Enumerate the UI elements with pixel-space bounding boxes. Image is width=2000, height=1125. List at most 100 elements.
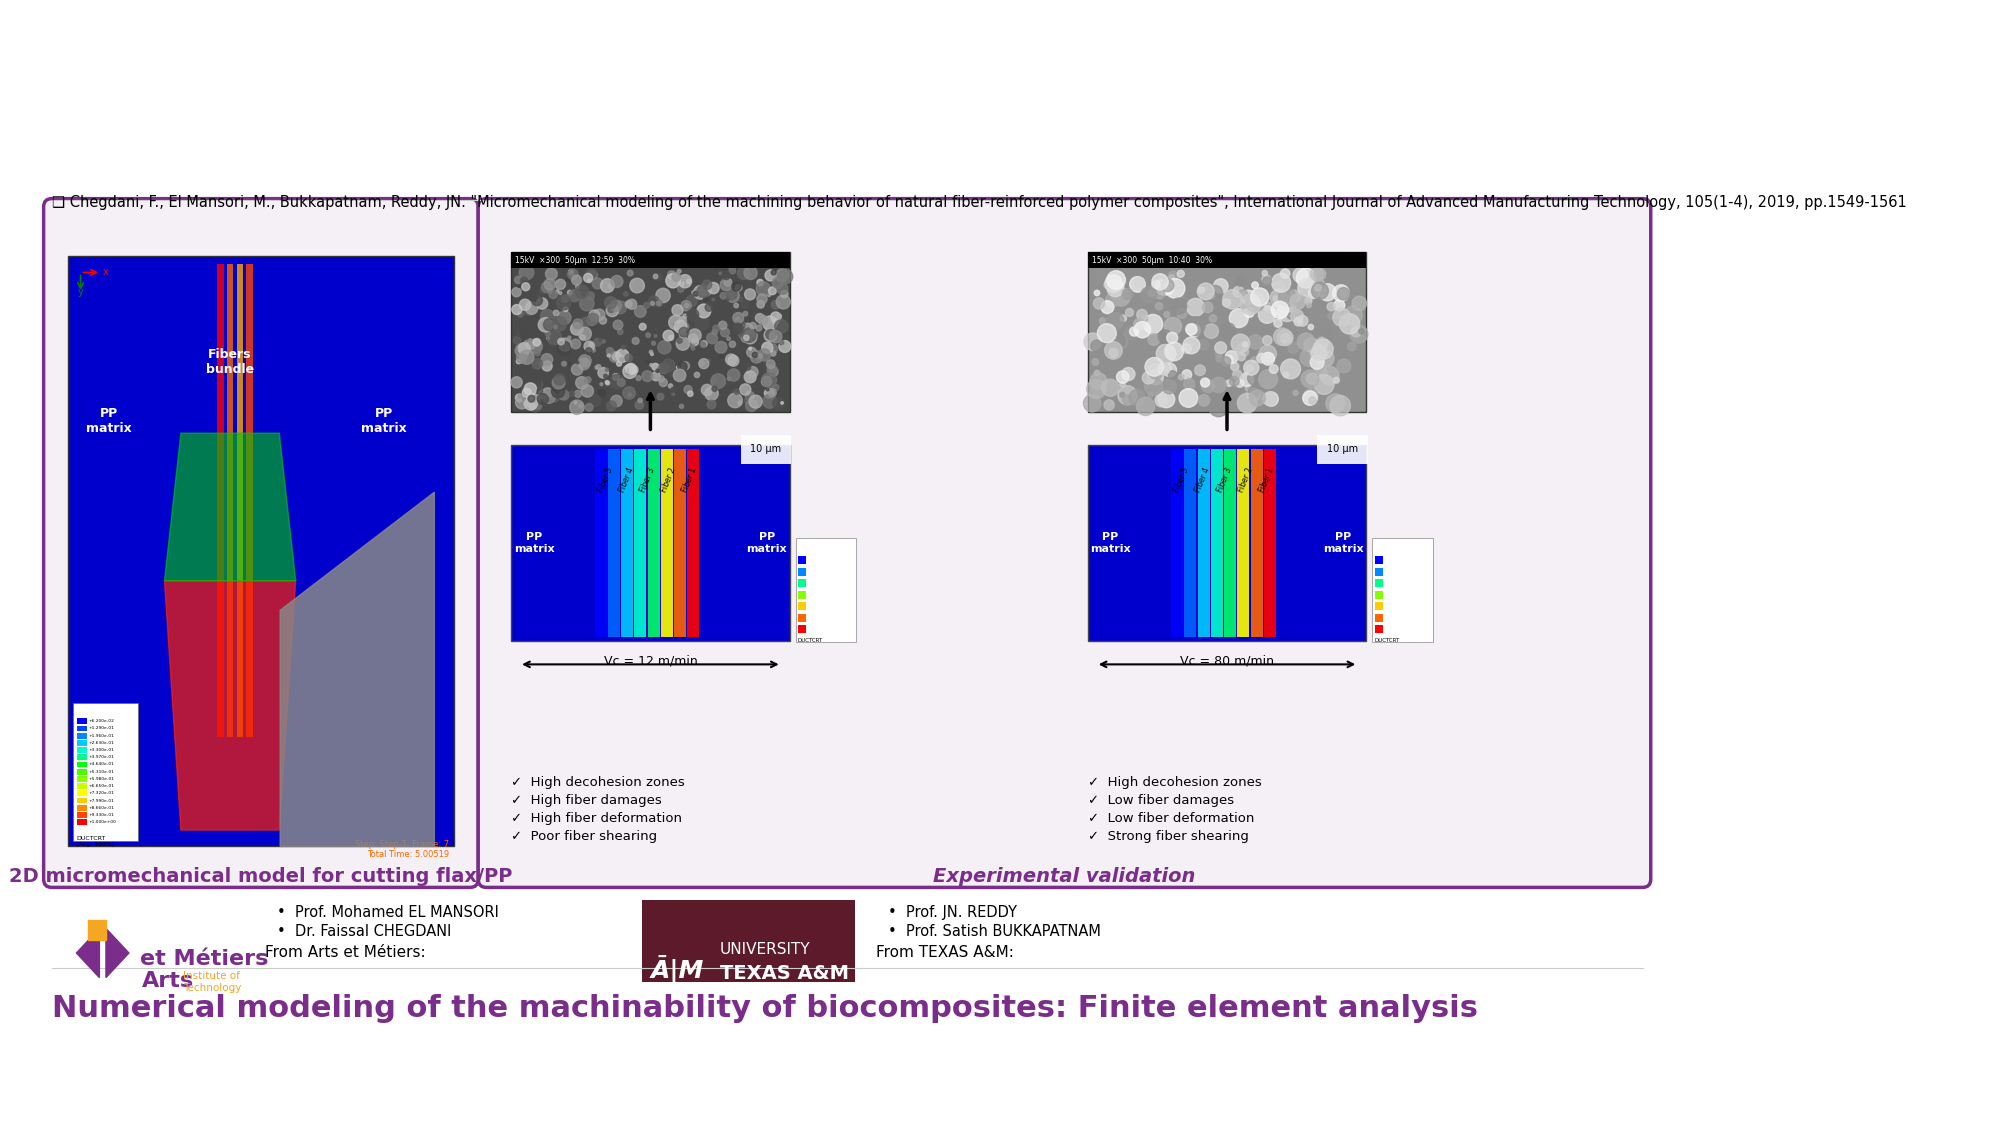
Text: +1.960e-01: +1.960e-01 (88, 734, 114, 738)
Circle shape (570, 323, 584, 335)
Circle shape (684, 304, 688, 307)
Circle shape (540, 309, 554, 324)
Circle shape (676, 336, 690, 350)
Circle shape (524, 339, 534, 348)
Circle shape (1172, 353, 1182, 363)
Circle shape (658, 376, 664, 382)
FancyBboxPatch shape (216, 264, 224, 737)
Circle shape (1238, 352, 1246, 361)
Circle shape (558, 306, 564, 310)
FancyBboxPatch shape (78, 819, 88, 825)
Circle shape (762, 395, 776, 408)
Circle shape (634, 306, 646, 317)
Circle shape (720, 328, 730, 336)
Circle shape (656, 288, 670, 303)
Circle shape (746, 392, 754, 400)
Circle shape (572, 363, 582, 375)
Circle shape (718, 354, 724, 358)
Circle shape (578, 354, 592, 367)
FancyBboxPatch shape (78, 762, 88, 767)
Circle shape (1204, 324, 1218, 339)
Circle shape (536, 381, 542, 388)
Text: Vc = 12 m/min: Vc = 12 m/min (604, 655, 698, 667)
Circle shape (1164, 317, 1182, 335)
Circle shape (1248, 371, 1262, 386)
Circle shape (1136, 397, 1154, 415)
Circle shape (758, 354, 762, 358)
Circle shape (692, 290, 696, 294)
Circle shape (532, 295, 542, 306)
Circle shape (702, 385, 712, 396)
Circle shape (708, 400, 716, 408)
Circle shape (1334, 313, 1340, 318)
Text: +1.000e+00: +1.000e+00 (88, 820, 116, 825)
Circle shape (1310, 356, 1324, 369)
Circle shape (594, 366, 598, 369)
Circle shape (746, 374, 756, 382)
Circle shape (594, 393, 596, 395)
Circle shape (536, 298, 548, 309)
Circle shape (756, 314, 764, 323)
Circle shape (1296, 268, 1316, 288)
Circle shape (744, 335, 750, 341)
Circle shape (626, 299, 636, 309)
Circle shape (1122, 289, 1134, 299)
Circle shape (1166, 279, 1184, 298)
Text: Fiber 2: Fiber 2 (1236, 467, 1254, 494)
Circle shape (540, 288, 546, 294)
Circle shape (1140, 287, 1156, 303)
Text: Institute of
Technology: Institute of Technology (184, 971, 242, 992)
Circle shape (1148, 289, 1154, 296)
Circle shape (538, 296, 540, 298)
Circle shape (738, 297, 742, 302)
Circle shape (1148, 393, 1154, 397)
Circle shape (688, 334, 698, 343)
Circle shape (762, 372, 776, 387)
Circle shape (652, 363, 658, 370)
Circle shape (1166, 332, 1178, 343)
Circle shape (614, 302, 626, 314)
Circle shape (570, 271, 574, 276)
Circle shape (568, 289, 580, 302)
Circle shape (708, 359, 710, 362)
FancyBboxPatch shape (634, 449, 646, 638)
Circle shape (1264, 376, 1274, 386)
FancyBboxPatch shape (1374, 626, 1382, 633)
Circle shape (518, 312, 524, 317)
Circle shape (1298, 315, 1308, 326)
Circle shape (722, 271, 730, 280)
Circle shape (1306, 303, 1312, 307)
Circle shape (610, 300, 622, 312)
Circle shape (1314, 269, 1326, 280)
Circle shape (1168, 271, 1178, 281)
Circle shape (544, 279, 556, 290)
Circle shape (652, 341, 656, 345)
FancyBboxPatch shape (1374, 613, 1382, 622)
Circle shape (562, 361, 566, 366)
Circle shape (732, 313, 744, 323)
FancyBboxPatch shape (512, 252, 790, 412)
Circle shape (584, 341, 594, 351)
Circle shape (772, 300, 780, 309)
Circle shape (650, 353, 654, 356)
Circle shape (626, 369, 632, 375)
Circle shape (1234, 286, 1244, 297)
Text: From Arts et Métiers:: From Arts et Métiers: (266, 945, 426, 960)
Circle shape (514, 336, 520, 344)
Circle shape (1334, 377, 1340, 384)
Circle shape (1246, 364, 1254, 372)
Circle shape (696, 316, 710, 331)
Circle shape (1252, 282, 1258, 289)
Circle shape (742, 328, 756, 342)
Circle shape (1134, 379, 1148, 393)
Polygon shape (164, 580, 296, 830)
Circle shape (1216, 356, 1222, 362)
Circle shape (538, 390, 548, 398)
Circle shape (616, 354, 624, 362)
Circle shape (518, 394, 522, 398)
Circle shape (686, 279, 692, 284)
Circle shape (1236, 343, 1248, 356)
FancyBboxPatch shape (1238, 449, 1250, 638)
Circle shape (680, 317, 684, 322)
Circle shape (556, 279, 566, 289)
